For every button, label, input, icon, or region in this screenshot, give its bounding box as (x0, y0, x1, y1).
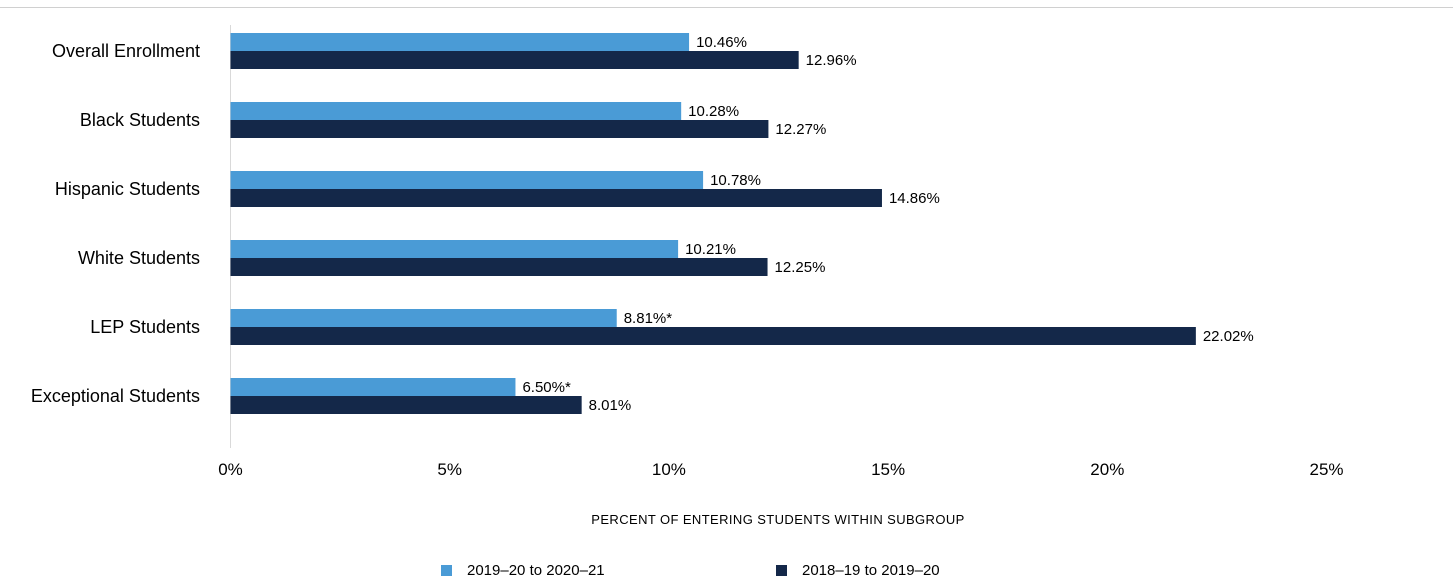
data-label-series-2: 8.01% (589, 397, 632, 414)
legend-item-series-2: 2018–19 to 2019–20 (776, 562, 940, 579)
legend-label-series-2: 2018–19 to 2019–20 (802, 562, 940, 579)
legend-label-series-1: 2019–20 to 2020–21 (467, 562, 605, 579)
x-tick-label: 25% (1309, 460, 1343, 479)
bar-series-2 (230, 396, 582, 414)
bar-series-1 (230, 33, 690, 51)
bar-series-2 (230, 258, 768, 276)
category-label: White Students (78, 248, 200, 268)
category-label: LEP Students (90, 317, 200, 337)
x-tick-label: 15% (871, 460, 905, 479)
data-label-series-2: 12.96% (806, 52, 857, 69)
data-label-series-2: 14.86% (889, 190, 940, 207)
data-label-series-2: 12.25% (775, 259, 826, 276)
category-label: Black Students (80, 110, 200, 130)
legend-item-series-1: 2019–20 to 2020–21 (441, 562, 605, 579)
bar-series-2 (230, 327, 1196, 345)
x-axis-title: PERCENT OF ENTERING STUDENTS WITHIN SUBG… (591, 512, 965, 527)
category-label: Overall Enrollment (52, 41, 200, 61)
x-tick-label: 0% (218, 460, 243, 479)
data-label-series-1: 10.21% (685, 241, 736, 258)
x-tick-label: 5% (437, 460, 462, 479)
data-label-series-1: 8.81%* (624, 310, 673, 327)
category-label: Exceptional Students (31, 386, 200, 406)
data-label-series-1: 6.50%* (522, 379, 571, 396)
legend-swatch-series-1 (441, 565, 452, 576)
data-label-series-1: 10.28% (688, 103, 739, 120)
legend: 2019–20 to 2020–21 2018–19 to 2019–20 (0, 562, 1453, 581)
data-label-series-1: 10.78% (710, 172, 761, 189)
bar-series-2 (230, 120, 769, 138)
category-label: Hispanic Students (55, 179, 200, 199)
data-label-series-2: 12.27% (775, 121, 826, 138)
legend-swatch-series-2 (776, 565, 787, 576)
bar-series-1 (230, 102, 682, 120)
top-divider (0, 7, 1453, 8)
bar-series-2 (230, 51, 799, 69)
bar-series-1 (230, 240, 679, 258)
bar-series-1 (230, 309, 617, 327)
bar-series-1 (230, 378, 516, 396)
data-label-series-2: 22.02% (1203, 328, 1254, 345)
data-label-series-1: 10.46% (696, 34, 747, 51)
bar-series-2 (230, 189, 882, 207)
x-tick-label: 10% (652, 460, 686, 479)
bar-series-1 (230, 171, 704, 189)
x-tick-label: 20% (1090, 460, 1124, 479)
